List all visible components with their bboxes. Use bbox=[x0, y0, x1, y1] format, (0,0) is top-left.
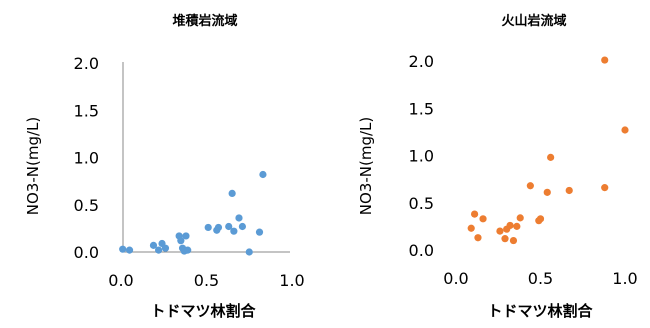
data-point bbox=[601, 56, 609, 64]
x-tick-label: 1.0 bbox=[612, 269, 637, 288]
y-tick-label: 1.0 bbox=[74, 149, 99, 168]
data-point bbox=[543, 188, 551, 196]
data-point bbox=[155, 246, 163, 254]
y-tick-label: 1.5 bbox=[409, 99, 434, 118]
data-point bbox=[501, 235, 509, 243]
data-points bbox=[119, 170, 267, 256]
y-tick-label: 0.0 bbox=[409, 241, 434, 260]
y-tick-label: 0.5 bbox=[74, 196, 99, 215]
data-point bbox=[547, 153, 555, 161]
x-axis-label: トドマツ林割合 bbox=[487, 302, 593, 320]
x-tick-label: 0.5 bbox=[528, 269, 553, 288]
data-point bbox=[245, 248, 253, 256]
x-tick-label: 1.0 bbox=[279, 271, 304, 290]
chart-title: 火山岩流域 bbox=[501, 13, 566, 29]
data-point bbox=[182, 232, 190, 240]
data-point bbox=[230, 227, 238, 235]
data-point bbox=[479, 215, 487, 223]
x-tick-label: 0.0 bbox=[443, 269, 468, 288]
data-point bbox=[177, 237, 185, 245]
data-point bbox=[255, 228, 264, 236]
data-points bbox=[467, 56, 629, 245]
data-point bbox=[526, 182, 534, 190]
data-point bbox=[161, 244, 170, 252]
data-point bbox=[496, 227, 504, 235]
data-point bbox=[204, 223, 212, 232]
y-tick-label: 0.0 bbox=[74, 243, 99, 262]
x-tick-label: 0.5 bbox=[194, 271, 219, 290]
data-point bbox=[470, 210, 479, 218]
data-point bbox=[149, 241, 158, 249]
y-tick-label: 1.5 bbox=[74, 101, 99, 120]
data-point bbox=[506, 221, 514, 230]
tick-labels: 0.0 0.5 1.0 1.5 2.0 0.0 0.5 1.0 bbox=[74, 54, 305, 290]
chart-title: 堆積岩流域 bbox=[172, 13, 237, 29]
x-axis-label: トドマツ林割合 bbox=[150, 302, 256, 320]
data-point bbox=[565, 186, 573, 195]
y-tick-label: 1.0 bbox=[409, 147, 434, 166]
y-tick-label: 2.0 bbox=[74, 54, 99, 73]
tick-labels: 0.0 0.5 1.0 1.5 2.0 0.0 0.5 1.0 bbox=[409, 52, 638, 288]
data-point bbox=[184, 246, 192, 254]
data-point bbox=[214, 223, 223, 232]
data-point bbox=[621, 126, 629, 134]
data-point bbox=[238, 222, 247, 231]
data-point bbox=[119, 245, 127, 253]
data-point bbox=[516, 214, 524, 222]
data-point bbox=[259, 170, 267, 179]
y-tick-label: 2.0 bbox=[409, 52, 434, 71]
data-point bbox=[513, 222, 521, 230]
chart-volcanic: 火山岩流域 NO3-N(mg/L) トドマツ林割合 0.0 0.5 1.0 1.5 2.… bbox=[357, 13, 638, 320]
data-point bbox=[125, 246, 134, 254]
data-point bbox=[235, 214, 243, 222]
data-point bbox=[228, 189, 236, 198]
y-axis-label: NO3-N(mg/L) bbox=[24, 117, 42, 215]
data-point bbox=[509, 236, 518, 245]
y-axis-label: NO3-N(mg/L) bbox=[357, 117, 375, 215]
data-point bbox=[467, 224, 475, 232]
data-point bbox=[474, 234, 482, 242]
y-tick-label: 0.5 bbox=[409, 194, 434, 213]
x-tick-label: 0.0 bbox=[108, 271, 133, 290]
data-point bbox=[536, 215, 545, 223]
chart-sedimentary: 堆積岩流域 NO3-N(mg/L) トドマツ林割合 0.0 0.5 1.0 1.5 2.… bbox=[24, 13, 305, 320]
data-point bbox=[601, 184, 609, 192]
data-point bbox=[225, 222, 233, 231]
